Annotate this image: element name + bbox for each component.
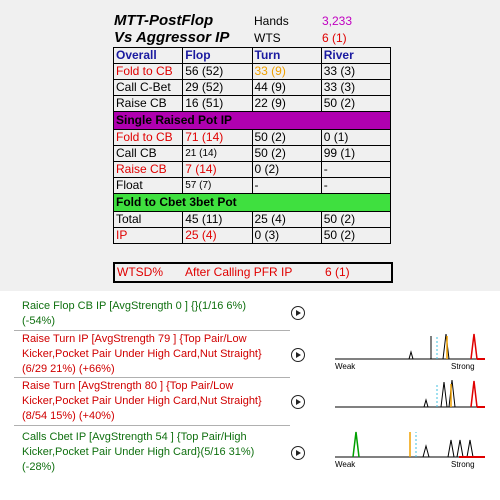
flop-cell: 71 (14) <box>182 129 253 146</box>
row-label: Fold to CB <box>112 129 184 146</box>
section-header-srp-ip: Single Raised Pot IP <box>113 111 391 130</box>
move-4-line-1: Calls Cbet IP [AvgStrength 54 ] {Top Pai… <box>22 431 247 443</box>
hands-label: Hands <box>254 14 289 28</box>
move-2-line-3: (6/29 21%) (+66%) <box>22 363 115 375</box>
river-cell: 33 (3) <box>320 63 392 80</box>
row-label: Raise CB <box>112 161 184 178</box>
turn-cell: 0 (2) <box>251 161 322 178</box>
table-row: Total 45 (11) 25 (4) 50 (2) <box>112 211 392 228</box>
table-row: Float 57 (7) - - <box>112 177 392 194</box>
strength-distribution-3 <box>335 379 485 408</box>
flop-cell: 21 (14) <box>182 145 253 162</box>
wts-label: WTS <box>254 31 281 45</box>
play-icon[interactable] <box>291 306 305 320</box>
table-header-row: Overall Flop Turn River <box>112 47 392 64</box>
move-2-line-1: Raise Turn IP [AvgStrength 79 ] {Top Pai… <box>22 333 247 345</box>
flop-cell: 56 (52) <box>182 63 253 80</box>
turn-cell: 50 (2) <box>251 129 322 146</box>
move-2-line-2: Kicker,Pocket Pair Under High Card,Nut S… <box>22 348 262 360</box>
river-cell: - <box>320 161 392 178</box>
turn-cell: 50 (2) <box>251 145 322 162</box>
play-icon[interactable] <box>291 395 305 409</box>
turn-cell: 44 (9) <box>251 79 322 96</box>
table-row: Raise CB 16 (51) 22 (9) 50 (2) <box>112 95 392 112</box>
play-icon[interactable] <box>291 446 305 460</box>
flop-cell: 57 (7) <box>182 177 253 194</box>
strong-label: Strong <box>451 460 475 469</box>
turn-cell: 22 (9) <box>251 95 322 112</box>
section-title: Single Raised Pot IP <box>113 111 391 130</box>
river-cell: 33 (3) <box>320 79 392 96</box>
row-label: Fold to CB <box>112 63 184 80</box>
flop-cell: 45 (11) <box>182 211 253 228</box>
table-row: Call CB 21 (14) 50 (2) 99 (1) <box>112 145 392 162</box>
divider <box>14 377 290 378</box>
col-turn: Turn <box>251 47 322 64</box>
river-cell: 50 (2) <box>320 227 392 244</box>
row-label: Total <box>112 211 184 228</box>
move-3-line-3: (8/54 15%) (+40%) <box>22 410 115 422</box>
turn-cell: - <box>251 177 322 194</box>
strength-distribution-2 <box>335 333 485 360</box>
wtsd-context: After Calling PFR IP <box>185 265 293 279</box>
flop-cell: 16 (51) <box>182 95 253 112</box>
flop-cell: 25 (4) <box>182 227 253 244</box>
move-4-line-2: Kicker,Pocket Pair Under High Card}(5/16… <box>22 446 255 458</box>
river-cell: 50 (2) <box>320 211 392 228</box>
table-row: Raise CB 7 (14) 0 (2) - <box>112 161 392 178</box>
turn-cell: 25 (4) <box>251 211 322 228</box>
table-row: Call C-Bet 29 (52) 44 (9) 33 (3) <box>112 79 392 96</box>
move-3-line-2: Kicker,Pocket Pair Under High Card,Nut S… <box>22 395 262 407</box>
play-icon[interactable] <box>291 348 305 362</box>
title-vs-aggressor: Vs Aggressor IP <box>114 29 230 46</box>
strength-distribution-4 <box>335 431 485 458</box>
wtsd-box: WTSD% After Calling PFR IP 6 (1) <box>113 262 393 283</box>
col-flop: Flop <box>182 47 253 64</box>
move-4-line-3: (-28%) <box>22 461 56 473</box>
river-cell: 50 (2) <box>320 95 392 112</box>
col-river: River <box>320 47 392 64</box>
section-header-3bet: Fold to Cbet 3bet Pot <box>113 193 391 212</box>
river-cell: - <box>320 177 392 194</box>
hands-value: 3,233 <box>322 14 353 28</box>
flop-cell: 29 (52) <box>182 79 253 96</box>
stats-table: Overall Flop Turn River Fold to CB 56 (5… <box>112 47 392 244</box>
turn-cell: 0 (3) <box>251 227 322 244</box>
row-label: Float <box>112 177 184 194</box>
strong-label: Strong <box>451 362 475 371</box>
wtsd-value: 6 (1) <box>325 265 350 279</box>
divider <box>14 330 290 331</box>
row-label: Raise CB <box>112 95 184 112</box>
table-row: Fold to CB 71 (14) 50 (2) 0 (1) <box>112 129 392 146</box>
wts-value: 6 (1) <box>322 31 347 45</box>
river-cell: 0 (1) <box>320 129 392 146</box>
row-label: IP <box>112 227 184 244</box>
table-row: Fold to CB 56 (52) 33 (9) 33 (3) <box>112 63 392 80</box>
weak-label: Weak <box>335 460 356 469</box>
table-row: IP 25 (4) 0 (3) 50 (2) <box>112 227 392 244</box>
turn-cell: 33 (9) <box>251 63 322 80</box>
section-title: Fold to Cbet 3bet Pot <box>113 193 391 212</box>
row-label: Call CB <box>112 145 184 162</box>
col-overall: Overall <box>112 47 184 64</box>
row-label: Call C-Bet <box>112 79 184 96</box>
move-1-line-1: Raice Flop CB IP [AvgStrength 0 ] {}(1/1… <box>22 300 246 312</box>
move-3-line-1: Raise Turn [AvgStrength 80 ] {Top Pair/L… <box>22 380 234 392</box>
weak-label: Weak <box>335 362 356 371</box>
title-postflop: MTT-PostFlop <box>114 12 214 29</box>
river-cell: 99 (1) <box>320 145 392 162</box>
divider <box>14 425 290 426</box>
move-1-line-2: (-54%) <box>22 315 56 327</box>
wtsd-label: WTSD% <box>117 265 163 279</box>
flop-cell: 7 (14) <box>182 161 253 178</box>
